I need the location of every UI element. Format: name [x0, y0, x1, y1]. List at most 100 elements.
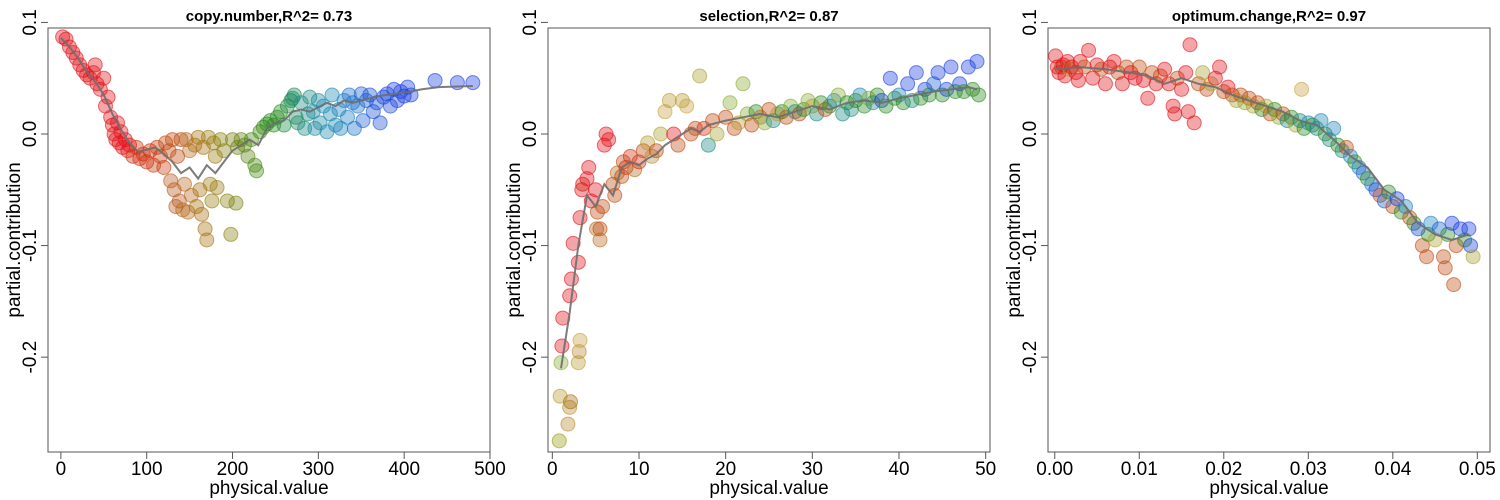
y-tick-label: -0.1 — [1020, 229, 1041, 262]
y-tick-label: -0.1 — [520, 229, 541, 262]
data-point — [895, 95, 911, 111]
data-point — [679, 98, 695, 114]
data-point — [589, 221, 605, 237]
data-point — [562, 399, 578, 415]
data-point — [139, 154, 155, 170]
x-tick-label: 100 — [131, 459, 163, 480]
data-point — [1070, 72, 1086, 88]
y-tick-label: 0.0 — [1020, 121, 1041, 147]
data-point — [194, 206, 210, 222]
data-point — [324, 87, 340, 103]
data-point — [653, 126, 669, 142]
data-point — [216, 143, 232, 159]
data-point — [943, 59, 959, 75]
data-point — [297, 120, 313, 136]
data-point — [1321, 132, 1337, 148]
data-point — [579, 171, 595, 187]
data-point — [692, 68, 708, 84]
data-point — [247, 157, 263, 173]
data-point — [563, 394, 579, 410]
chart-title: copy.number,R^2= 0.73 — [186, 8, 352, 25]
data-point — [563, 271, 579, 287]
data-point — [1207, 70, 1223, 86]
data-point — [554, 338, 570, 354]
data-point — [187, 137, 203, 153]
data-point — [1097, 76, 1113, 92]
data-point — [622, 148, 638, 164]
data-point — [188, 199, 204, 215]
plot-frame — [547, 27, 991, 453]
x-tick-label: 400 — [388, 459, 420, 480]
data-point — [882, 70, 898, 86]
data-point — [700, 137, 716, 153]
data-point — [171, 193, 187, 209]
data-point — [1423, 215, 1439, 231]
data-point — [96, 70, 112, 86]
data-point — [209, 180, 225, 196]
data-point — [570, 355, 586, 371]
data-point — [581, 159, 597, 175]
data-point — [1054, 59, 1070, 75]
plot-frame — [47, 27, 491, 453]
data-point — [618, 159, 634, 175]
data-point — [1461, 221, 1477, 237]
data-point — [1131, 59, 1147, 75]
trend-line — [560, 86, 978, 369]
y-tick-label: -0.2 — [520, 341, 541, 374]
x-tick-label: 0.02 — [1205, 459, 1242, 480]
data-point — [601, 132, 617, 148]
trend-line — [60, 37, 473, 181]
x-tick-label: 500 — [474, 459, 506, 480]
data-point — [1436, 249, 1452, 265]
data-point — [249, 163, 265, 179]
data-point — [570, 254, 586, 270]
data-points — [1048, 37, 1481, 293]
data-point — [971, 87, 987, 103]
chart-panel-1: copy.number,R^2= 0.73 0 100 200 300 400 500 phy… — [4, 8, 506, 499]
y-tick-label: 0.0 — [20, 121, 41, 147]
data-point — [158, 135, 174, 151]
data-point — [1182, 37, 1198, 53]
data-point — [1081, 42, 1097, 58]
data-point — [565, 235, 581, 251]
data-point — [635, 143, 651, 159]
data-point — [592, 221, 608, 237]
chart-panel-2: selection,R^2= 0.87 0 10 20 30 40 50 physical.v… — [504, 8, 996, 499]
data-point — [156, 159, 172, 175]
data-point — [202, 176, 218, 192]
data-point — [1376, 193, 1392, 209]
x-axis-label: physical.value — [209, 478, 328, 499]
data-point — [1385, 199, 1401, 215]
data-point — [562, 288, 578, 304]
data-point — [173, 132, 189, 148]
data-point — [213, 132, 229, 148]
y-tick-label: -0.2 — [1020, 341, 1041, 374]
data-point — [87, 57, 103, 73]
data-point — [709, 126, 725, 142]
x-tick-label: 40 — [888, 459, 909, 480]
x-tick-label: 50 — [975, 459, 996, 480]
y-axis-label: partial.contribution — [1004, 162, 1025, 317]
chart-panel-3: optimum.change,R^2= 0.97 0.00 0.01 0.02 0.03… — [1004, 8, 1496, 499]
data-point — [427, 72, 443, 88]
data-point — [1106, 53, 1122, 69]
data-point — [835, 106, 851, 122]
y-axis-label: partial.contribution — [504, 162, 525, 317]
data-point — [1437, 260, 1453, 276]
data-point — [307, 120, 323, 136]
data-point — [551, 433, 567, 449]
x-tick-label: 0.00 — [1036, 459, 1073, 480]
data-point — [589, 204, 605, 220]
data-points — [55, 29, 481, 248]
data-point — [1419, 249, 1435, 265]
data-point — [592, 232, 608, 248]
data-point — [572, 332, 588, 348]
data-point — [225, 132, 241, 148]
data-point — [856, 98, 872, 114]
data-point — [182, 143, 198, 159]
data-point — [1212, 59, 1228, 75]
trend-line — [1054, 66, 1470, 242]
data-point — [571, 344, 587, 360]
data-point — [908, 65, 924, 81]
data-point — [722, 95, 738, 111]
